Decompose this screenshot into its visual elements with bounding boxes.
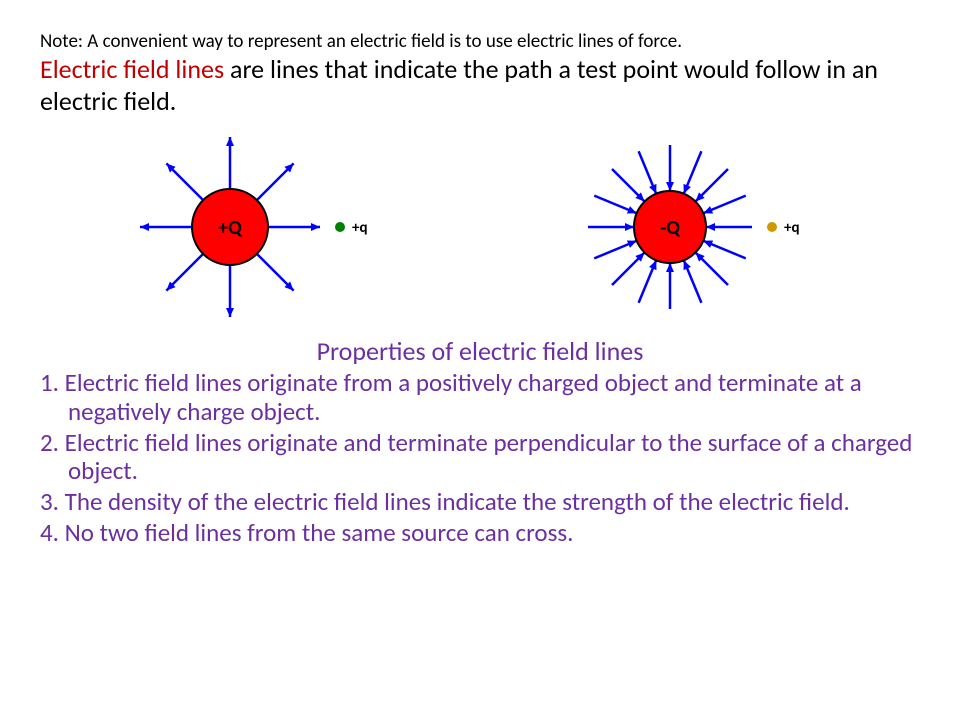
svg-text:+Q: +Q — [218, 216, 243, 240]
property-2: 2. Electric field lines originate and te… — [40, 429, 920, 487]
svg-text:+q: +q — [784, 219, 800, 237]
svg-text:-Q: -Q — [660, 216, 681, 240]
negative-charge-diagram: -Q +q — [550, 127, 850, 327]
svg-text:+q: +q — [352, 219, 368, 237]
properties-title: Properties of electric field lines — [40, 335, 920, 367]
positive-charge-diagram: +Q +q — [110, 127, 410, 327]
property-4: 4. No two field lines from the same sour… — [40, 519, 920, 548]
definition-text: Electric field lines are lines that indi… — [40, 53, 920, 117]
diagram-row: +Q +q -Q +q — [40, 127, 920, 327]
property-3: 3. The density of the electric field lin… — [40, 488, 920, 517]
note-text: Note: A convenient way to represent an e… — [40, 30, 920, 53]
property-1: 1. Electric field lines originate from a… — [40, 369, 920, 427]
definition-highlight: Electric field lines — [40, 53, 224, 85]
